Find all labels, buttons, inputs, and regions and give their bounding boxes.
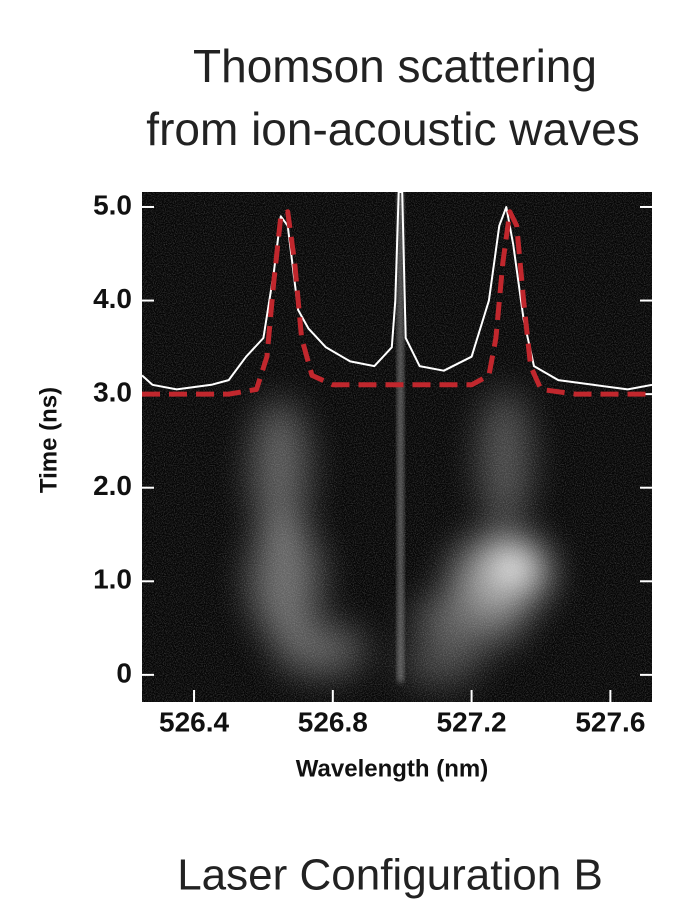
y-tick-label: 5.0 — [93, 189, 132, 220]
fit-curve — [142, 209, 652, 397]
x-tick-label: 526.8 — [298, 706, 368, 737]
y-tick-label: 1.0 — [93, 564, 132, 595]
lineout — [142, 192, 652, 391]
caption: Laser Configuration B — [177, 851, 603, 900]
y-tick-label: 4.0 — [93, 283, 132, 314]
title-line: from ion-acoustic waves — [146, 103, 639, 155]
x-axis-label: Wavelength (nm) — [296, 755, 488, 782]
y-tick-label: 3.0 — [93, 377, 132, 408]
title-line: Thomson scattering — [193, 40, 597, 92]
y-axis-label: Time (ns) — [35, 387, 62, 493]
x-tick-label: 527.2 — [437, 706, 507, 737]
y-tick-label: 0 — [116, 657, 132, 688]
x-tick-label: 527.6 — [575, 706, 645, 737]
lines — [142, 192, 652, 397]
x-tick-label: 526.4 — [159, 706, 229, 737]
y-tick-label: 2.0 — [93, 470, 132, 501]
